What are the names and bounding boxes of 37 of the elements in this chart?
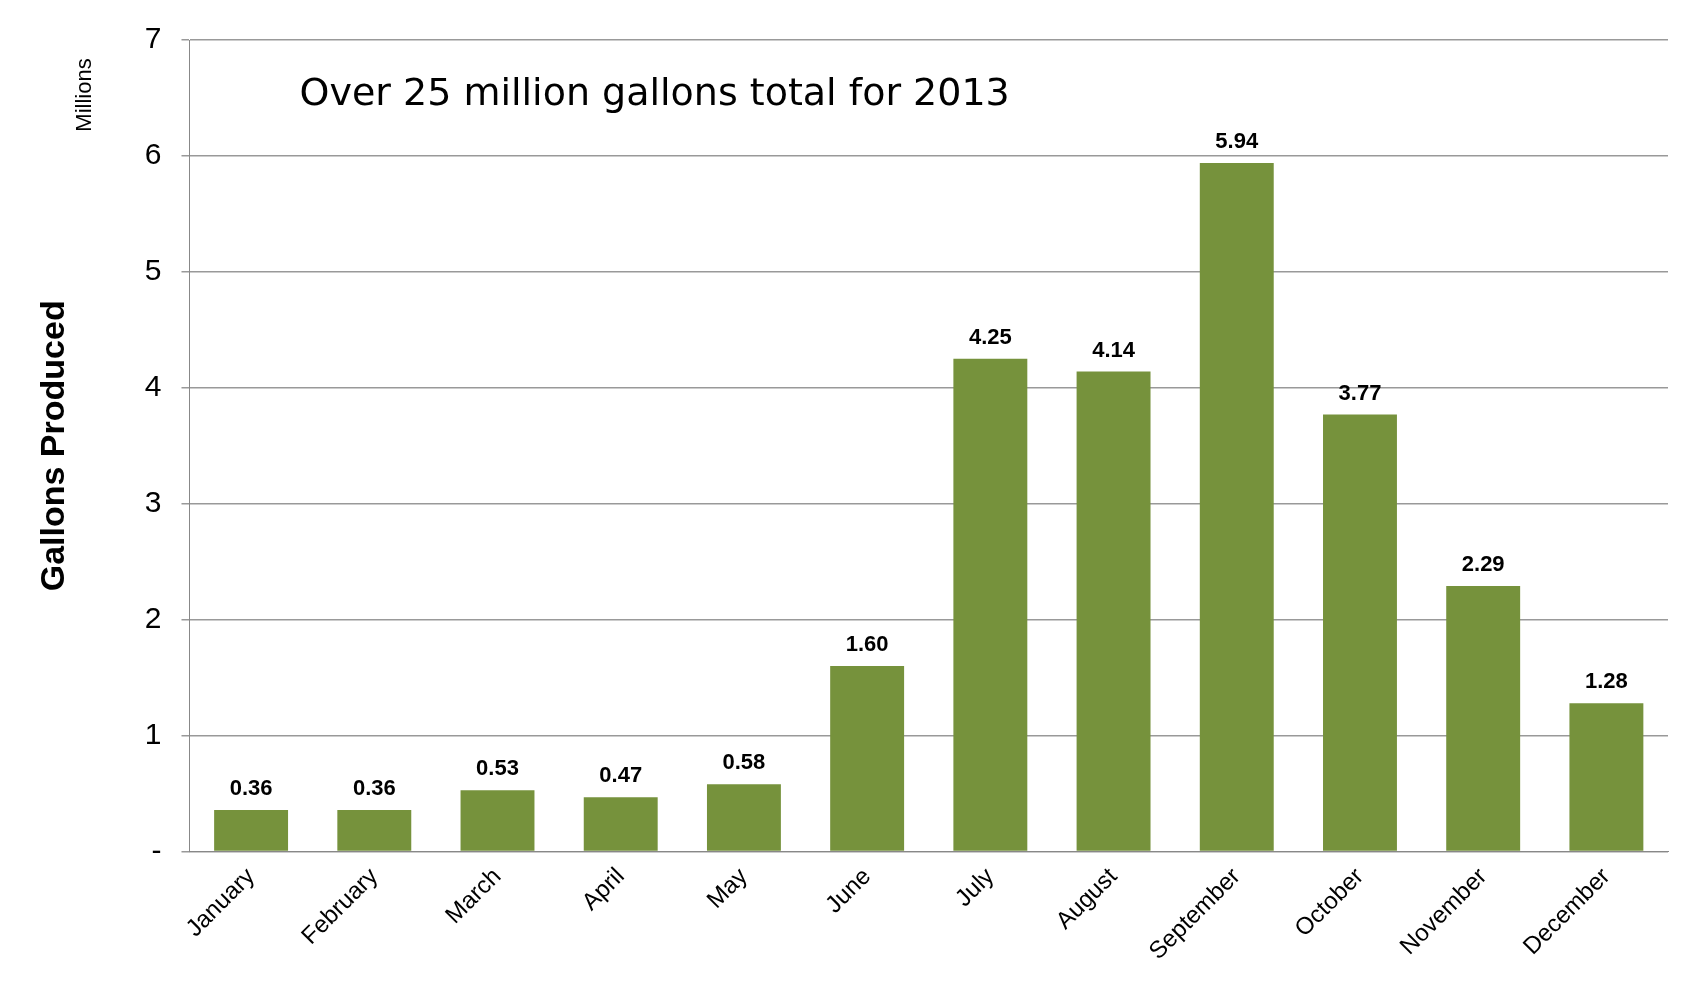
y-tick-label: 5 xyxy=(144,253,162,287)
bar xyxy=(953,358,1028,851)
y-tick-label: 2 xyxy=(144,601,162,634)
data-label: 4.25 xyxy=(968,323,1012,349)
data-label: 0.53 xyxy=(476,755,519,781)
bar xyxy=(706,784,781,851)
data-label: 1.28 xyxy=(1584,668,1628,694)
bar xyxy=(1076,371,1151,851)
data-label: 1.60 xyxy=(845,631,889,657)
data-label: 5.94 xyxy=(1215,127,1259,153)
bar xyxy=(583,797,658,851)
annotation: Over 25 million gallons total for 2013 xyxy=(299,69,1010,114)
bar xyxy=(1199,162,1274,851)
data-label: 0.47 xyxy=(599,762,643,788)
y-tick-label: 1 xyxy=(144,716,162,750)
data-label: 0.36 xyxy=(352,774,396,800)
bar xyxy=(214,809,289,851)
bar xyxy=(460,790,535,851)
y-axis-title: Gallons Produced xyxy=(32,300,71,592)
y-tick-label: 7 xyxy=(144,21,162,55)
y-tick-label: 3 xyxy=(144,485,162,519)
y-tick-label: 4 xyxy=(144,369,162,403)
bar xyxy=(337,809,412,851)
bar xyxy=(830,666,905,851)
data-label: 4.14 xyxy=(1092,336,1136,362)
y-tick-label: 6 xyxy=(144,137,162,171)
y-tick-label: - xyxy=(151,832,162,866)
data-label: 0.36 xyxy=(229,774,273,800)
data-label: 3.77 xyxy=(1338,379,1382,405)
x-tick-label: July xyxy=(949,861,999,912)
x-tick-label: May xyxy=(700,861,753,914)
data-label: 0.58 xyxy=(722,749,766,775)
bar xyxy=(1446,586,1521,851)
bar xyxy=(1569,703,1644,851)
text: Millions xyxy=(70,58,96,132)
bar xyxy=(1323,414,1397,851)
data-label: 2.29 xyxy=(1461,551,1505,577)
